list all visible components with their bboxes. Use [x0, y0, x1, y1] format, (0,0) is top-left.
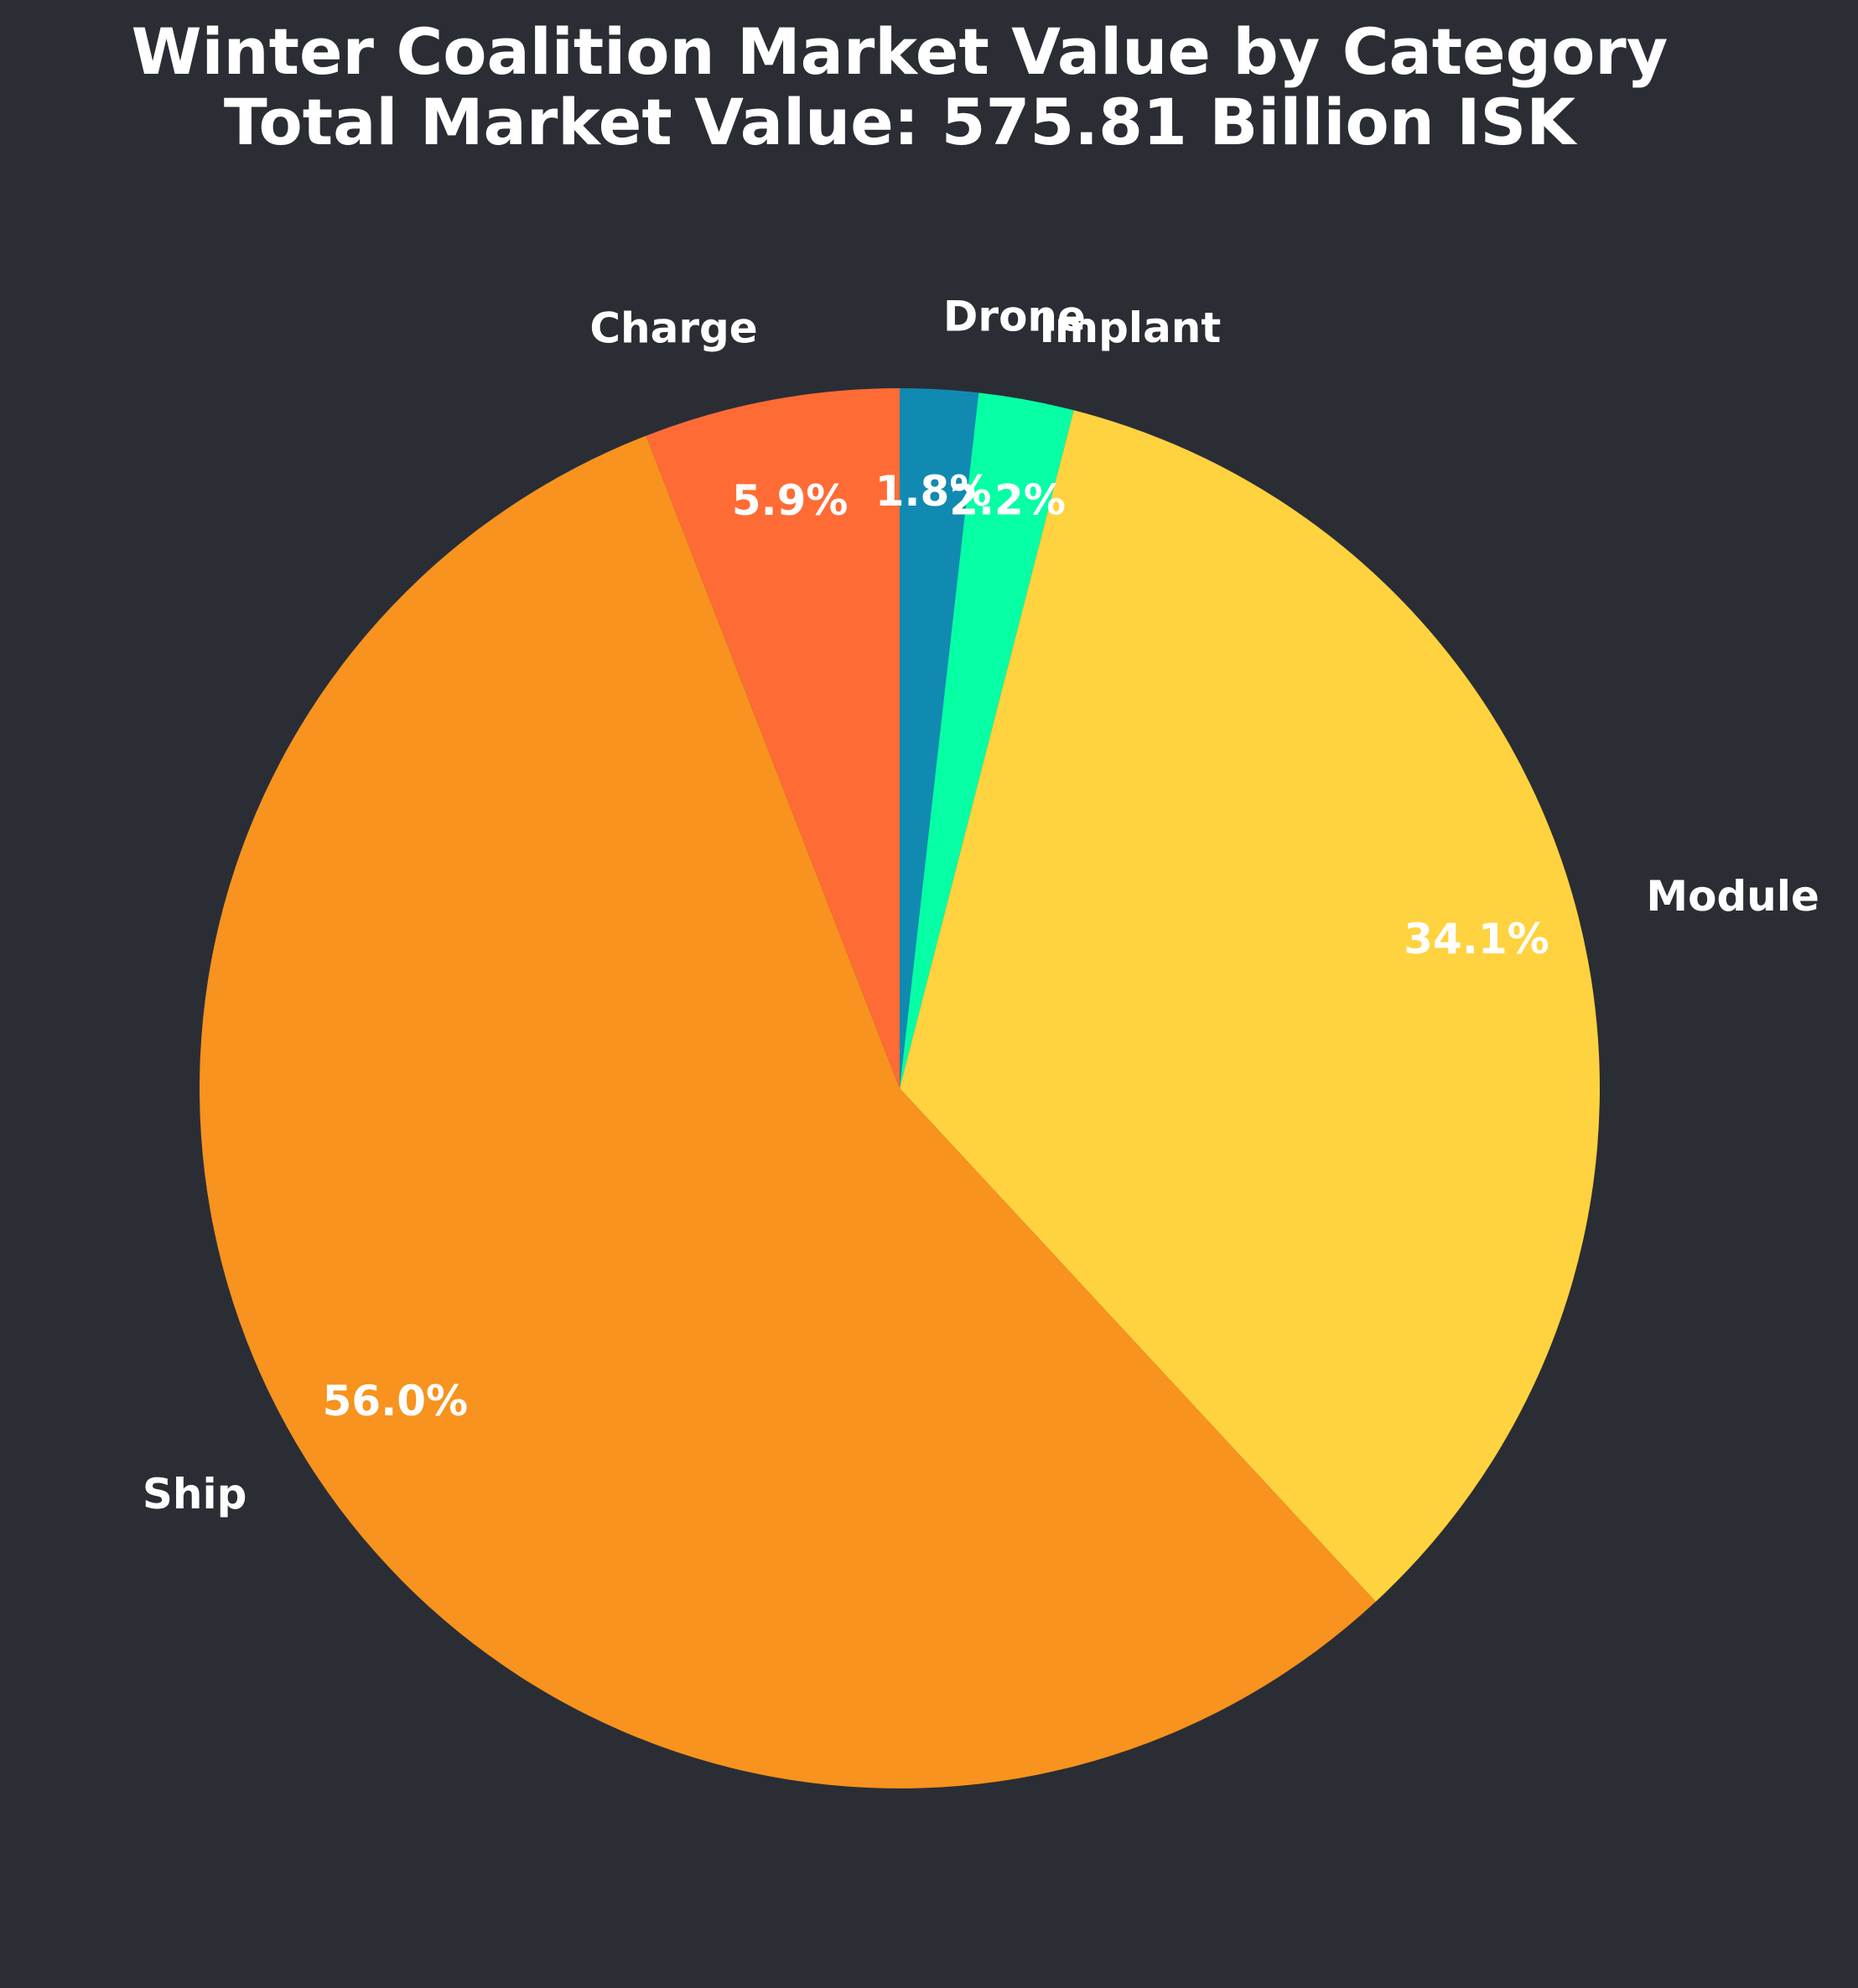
chart-subtitle: Total Market Value: 575.81 Billion ISK [224, 85, 1578, 159]
category-label-drone: Drone [943, 292, 1086, 340]
percent-label-drone: 1.8% [875, 467, 992, 516]
percent-label-charge: 5.9% [732, 476, 849, 525]
pie-slice-drone [900, 388, 979, 1088]
pie-labels: Drone 1.8% Implant 2.2% Module 34.1% Ship 56.0%… [143, 292, 1819, 1518]
percent-label-ship: 56.0% [323, 1377, 468, 1425]
pie-slice-charge [646, 388, 900, 1088]
chart-title: Winter Coalition Market Value by Categor… [132, 14, 1669, 89]
pie-slice-module [900, 410, 1600, 1602]
category-label-charge: Charge [589, 304, 757, 353]
pie-slice-implant [900, 392, 1074, 1088]
pie-slices [200, 388, 1600, 1788]
category-label-module: Module [1646, 872, 1819, 921]
percent-label-module: 34.1% [1404, 915, 1549, 963]
category-label-implant: Implant [1039, 304, 1221, 352]
category-label-ship: Ship [143, 1470, 247, 1518]
pie-slice-ship [200, 435, 1376, 1788]
percent-label-implant: 2.2% [949, 475, 1066, 524]
